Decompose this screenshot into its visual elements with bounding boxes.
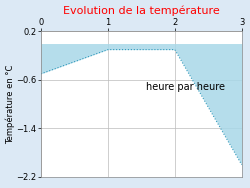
Title: Evolution de la température: Evolution de la température: [63, 6, 220, 16]
Text: heure par heure: heure par heure: [146, 82, 225, 92]
Y-axis label: Température en °C: Température en °C: [6, 64, 15, 144]
